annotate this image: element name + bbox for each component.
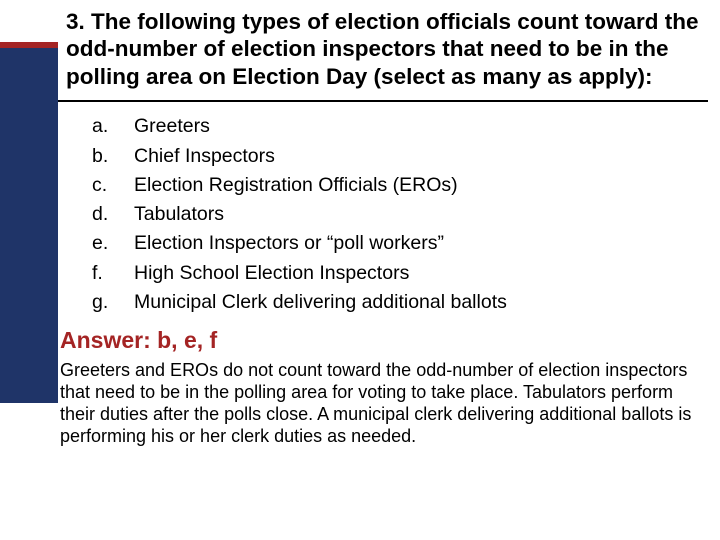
option-text: Chief Inspectors <box>134 142 708 171</box>
option-text: Tabulators <box>134 200 708 229</box>
option-text: Election Inspectors or “poll workers” <box>134 229 708 258</box>
option-row: g. Municipal Clerk delivering additional… <box>92 288 708 317</box>
option-row: f. High School Election Inspectors <box>92 259 708 288</box>
option-text: Municipal Clerk delivering additional ba… <box>134 288 708 317</box>
option-letter: c. <box>92 171 134 200</box>
blue-side-stripe <box>0 48 62 403</box>
explanation-text: Greeters and EROs do not count toward th… <box>58 360 708 448</box>
answer-text: Answer: b, e, f <box>58 325 708 360</box>
options-list: a. Greeters b. Chief Inspectors c. Elect… <box>58 102 708 325</box>
option-letter: b. <box>92 142 134 171</box>
option-row: b. Chief Inspectors <box>92 142 708 171</box>
option-text: Greeters <box>134 112 708 141</box>
question-text: 3. The following types of election offic… <box>58 8 708 102</box>
option-text: Election Registration Officials (EROs) <box>134 171 708 200</box>
option-letter: e. <box>92 229 134 258</box>
option-text: High School Election Inspectors <box>134 259 708 288</box>
slide-content: 3. The following types of election offic… <box>58 8 708 448</box>
option-row: e. Election Inspectors or “poll workers” <box>92 229 708 258</box>
option-letter: g. <box>92 288 134 317</box>
option-letter: f. <box>92 259 134 288</box>
option-row: a. Greeters <box>92 112 708 141</box>
option-row: d. Tabulators <box>92 200 708 229</box>
option-letter: a. <box>92 112 134 141</box>
option-row: c. Election Registration Officials (EROs… <box>92 171 708 200</box>
option-letter: d. <box>92 200 134 229</box>
